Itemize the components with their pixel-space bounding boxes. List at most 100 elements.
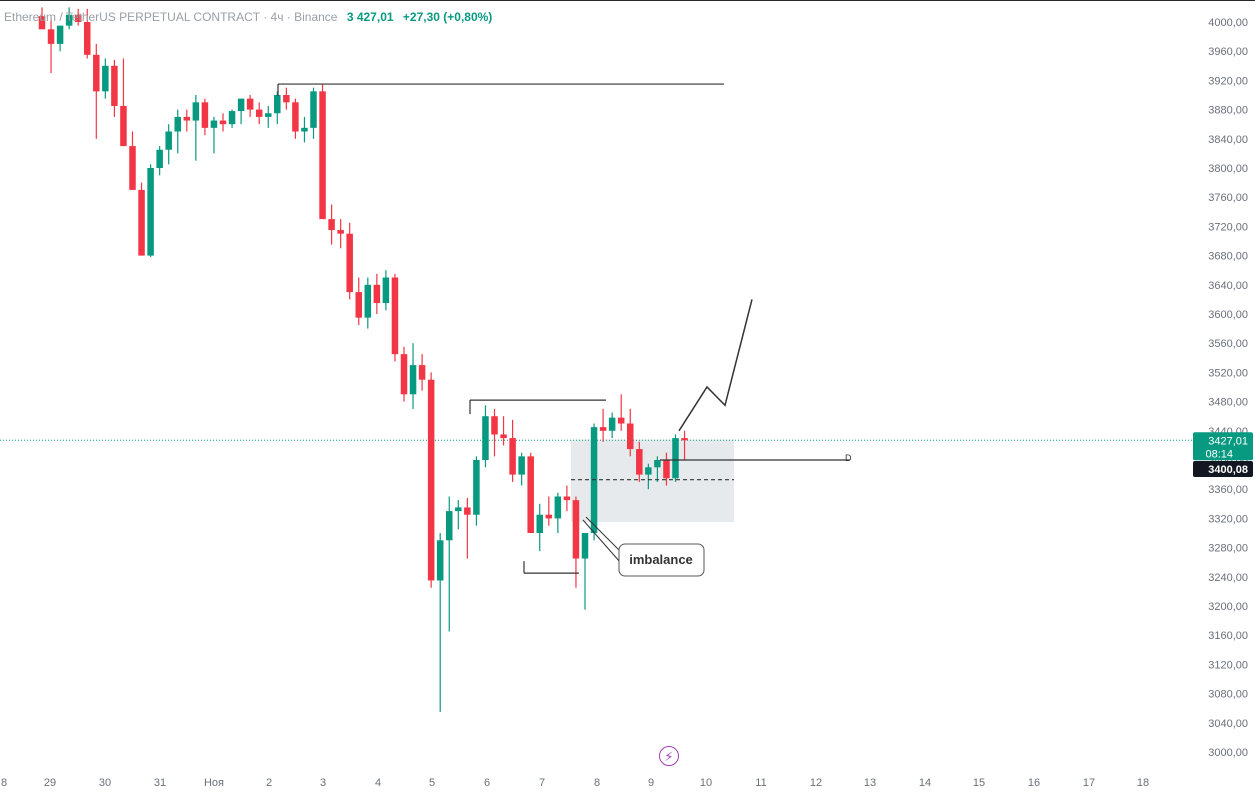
candle-body[interactable]	[418, 365, 426, 380]
candle-body[interactable]	[120, 105, 127, 147]
callout-pointer	[582, 519, 621, 563]
candle-countdown: 08:14	[1205, 448, 1233, 460]
candle-body[interactable]	[74, 14, 82, 22]
x-tick-label: 11	[755, 777, 766, 789]
candle-body[interactable]	[65, 14, 73, 26]
candle-body[interactable]	[627, 423, 634, 450]
candle-body[interactable]	[464, 507, 471, 515]
y-tick-label: 3960,00	[1208, 46, 1248, 58]
candle-body[interactable]	[636, 449, 643, 475]
x-tick-label: 29	[44, 777, 56, 789]
candle-body[interactable]	[545, 514, 553, 519]
candle-body[interactable]	[319, 91, 326, 220]
candle-body[interactable]	[246, 98, 254, 110]
candle-body[interactable]	[409, 365, 417, 395]
candle-body[interactable]	[617, 417, 625, 424]
chart-header: Ethereum / TetherUS PERPETUAL CONTRACT ·…	[4, 10, 492, 24]
candle-body[interactable]	[518, 456, 525, 475]
candle-body[interactable]	[111, 65, 118, 106]
candle-body[interactable]	[165, 131, 172, 150]
candle-body[interactable]	[482, 416, 489, 460]
callout-pointer	[585, 516, 625, 556]
lightning-icon[interactable]: ⚡	[659, 746, 679, 766]
candle-body[interactable]	[310, 91, 317, 128]
imbalance-label-box[interactable]	[618, 543, 705, 577]
candle-body[interactable]	[156, 149, 163, 168]
crosshair-price-value: 3400,08	[1208, 464, 1248, 476]
candle-body[interactable]	[608, 417, 616, 431]
candle-body[interactable]	[174, 116, 182, 132]
x-tick-label: 5	[429, 777, 435, 789]
candle-body[interactable]	[102, 65, 109, 92]
x-tick-label: 18	[1137, 777, 1149, 789]
candle-body[interactable]	[382, 277, 390, 304]
crosshair-price-badge	[1193, 461, 1253, 477]
candle-body[interactable]	[183, 116, 191, 121]
candle-body[interactable]	[509, 438, 516, 475]
candle-body[interactable]	[283, 95, 290, 103]
candle-body[interactable]	[56, 25, 64, 44]
candle-body[interactable]	[391, 277, 399, 355]
candle-body[interactable]	[346, 233, 353, 293]
candle-body[interactable]	[654, 460, 661, 468]
candle-body[interactable]	[527, 456, 534, 533]
candle-body[interactable]	[255, 109, 263, 117]
candle-body[interactable]	[292, 102, 299, 132]
candle-body[interactable]	[373, 284, 381, 304]
x-tick-label: 3	[320, 777, 326, 789]
price-axis[interactable]	[1192, 1, 1255, 771]
candle-body[interactable]	[446, 511, 453, 541]
candle-body[interactable]	[672, 438, 679, 479]
candle-body[interactable]	[663, 460, 670, 479]
candle-body[interactable]	[681, 438, 688, 441]
candle-body[interactable]	[47, 29, 55, 44]
level-marker: D	[845, 453, 852, 463]
candle-body[interactable]	[455, 507, 462, 512]
price-change: +27,30 (+0,80%)	[402, 10, 493, 24]
symbol-title[interactable]: Ethereum / TetherUS PERPETUAL CONTRACT ·…	[4, 10, 338, 24]
candle-body[interactable]	[219, 120, 227, 125]
y-tick-label: 3880,00	[1208, 105, 1248, 117]
candle-body[interactable]	[337, 230, 344, 234]
candle-body[interactable]	[554, 496, 562, 519]
x-tick-label: 9	[648, 777, 654, 789]
candle-body[interactable]	[328, 219, 335, 231]
candle-body[interactable]	[355, 292, 363, 318]
candle-body[interactable]	[400, 354, 408, 395]
y-tick-label: 4000,00	[1208, 17, 1248, 29]
candle-body[interactable]	[645, 467, 652, 475]
candle-body[interactable]	[265, 113, 272, 117]
candle-body[interactable]	[473, 460, 480, 515]
candle-body[interactable]	[38, 16, 46, 30]
candle-body[interactable]	[427, 379, 435, 581]
candle-body[interactable]	[500, 434, 507, 439]
candle-body[interactable]	[599, 427, 607, 431]
candle-body[interactable]	[237, 98, 245, 112]
candle-body[interactable]	[147, 168, 154, 256]
candle-body[interactable]	[210, 120, 218, 128]
candle-body[interactable]	[192, 102, 200, 121]
candle-body[interactable]	[563, 496, 571, 501]
candle-body[interactable]	[301, 127, 308, 132]
candle-body[interactable]	[364, 284, 372, 318]
candle-body[interactable]	[138, 189, 145, 256]
candle-body[interactable]	[129, 146, 136, 190]
candle-body[interactable]	[228, 111, 236, 125]
candle-body[interactable]	[581, 533, 589, 559]
candle-body[interactable]	[201, 102, 209, 128]
x-tick-label: 15	[973, 777, 985, 789]
candle-body[interactable]	[491, 416, 498, 435]
candle-body[interactable]	[93, 54, 100, 92]
y-tick-label: 3280,00	[1208, 543, 1248, 555]
imbalance-zone[interactable]	[571, 439, 734, 523]
candle-body[interactable]	[274, 95, 281, 114]
candle-body[interactable]	[572, 500, 580, 559]
projection-path[interactable]	[678, 299, 753, 432]
candle-body[interactable]	[436, 540, 444, 581]
candle-body[interactable]	[84, 22, 91, 55]
y-tick-label: 3560,00	[1208, 338, 1248, 350]
y-tick-label: 3160,00	[1208, 630, 1248, 642]
candle-body[interactable]	[536, 514, 544, 533]
